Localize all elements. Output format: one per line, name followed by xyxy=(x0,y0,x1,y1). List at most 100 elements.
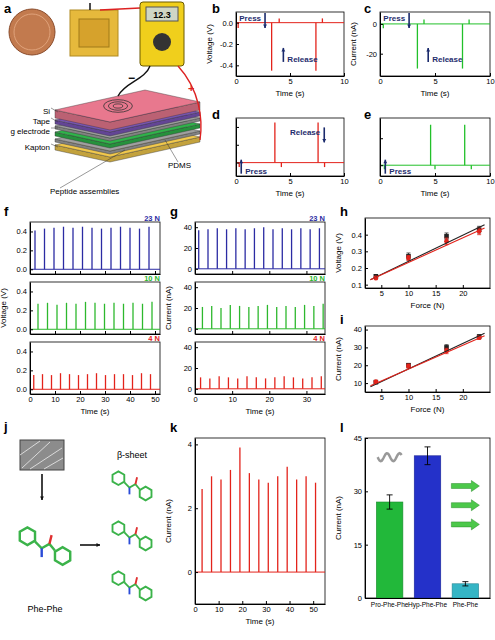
x-axis-title: Time (s) xyxy=(245,617,274,626)
tick-mark xyxy=(365,598,368,599)
spike xyxy=(51,375,52,389)
arrow-head xyxy=(263,24,267,28)
annotation: 23 N xyxy=(144,214,160,223)
tick-label: 0.3 xyxy=(352,247,362,256)
tick: 20 xyxy=(266,391,274,404)
spike xyxy=(123,374,124,389)
spike xyxy=(202,307,203,329)
tick: 10 xyxy=(215,601,223,614)
panel-a: a12.3−+SiTapeg electrodeKaptonPDMSPeptid… xyxy=(4,1,201,196)
tick-mark xyxy=(365,347,368,348)
tick-label: -20 xyxy=(366,50,377,59)
tick-label: 10 xyxy=(405,289,413,298)
tick-mark xyxy=(490,73,491,76)
ring xyxy=(140,587,152,601)
tick-mark xyxy=(365,330,368,331)
spike xyxy=(285,306,286,329)
tick: -0.2 xyxy=(220,40,239,49)
tick-mark xyxy=(155,391,156,394)
spike xyxy=(132,375,133,389)
axis-line xyxy=(30,223,31,275)
plot-frame xyxy=(195,282,325,334)
spiral xyxy=(104,100,133,113)
chart: Pro-Phe-PheHyp-Phe-PhePhe-Phe0153045Curr… xyxy=(334,420,491,609)
tick: 20 xyxy=(354,361,368,370)
tick-mark xyxy=(365,268,368,269)
tick: 10 xyxy=(486,173,494,186)
spike xyxy=(239,306,240,329)
spike xyxy=(321,376,322,388)
arrow-head xyxy=(281,48,285,52)
tick-mark xyxy=(380,54,383,55)
tick-mark xyxy=(242,601,243,604)
tick: 30 xyxy=(262,601,270,614)
spike xyxy=(142,304,143,330)
tick-label: 0.4 xyxy=(17,347,27,356)
polarity: − xyxy=(128,71,135,85)
tick-label: 10 xyxy=(215,605,223,614)
marks xyxy=(236,122,344,167)
tick xyxy=(269,271,270,274)
tick-mark xyxy=(30,310,33,311)
tick-label: 15 xyxy=(354,541,362,550)
tick xyxy=(105,271,106,274)
layer-label: Si xyxy=(43,107,50,116)
tick-label: 20 xyxy=(459,393,467,402)
marks xyxy=(380,19,490,68)
tick-mark xyxy=(130,331,131,334)
spike xyxy=(239,448,240,572)
spike xyxy=(60,373,61,389)
ring xyxy=(20,527,35,545)
spike xyxy=(319,228,320,269)
axis-line xyxy=(31,394,161,395)
spike xyxy=(85,302,86,329)
tick: 20 xyxy=(76,391,84,404)
tick-label: Pro-Phe-Phe xyxy=(371,601,409,608)
tick-mark xyxy=(463,389,464,392)
tick: Phe-Phe xyxy=(453,598,479,608)
point xyxy=(406,256,411,261)
spike xyxy=(296,480,297,573)
panel-letter: l xyxy=(340,420,344,435)
tick-mark xyxy=(80,391,81,394)
spike xyxy=(249,473,250,572)
arrow-head xyxy=(407,24,411,28)
tick-label: Phe-Phe xyxy=(453,601,479,608)
spike xyxy=(309,229,310,269)
spike xyxy=(293,377,294,388)
spike xyxy=(151,302,152,329)
bar xyxy=(376,502,403,598)
tick-label: 0.1 xyxy=(352,281,362,290)
tick-mark xyxy=(195,248,198,249)
spike xyxy=(315,483,316,572)
spike xyxy=(207,229,208,269)
chain xyxy=(35,542,55,551)
tick-label: 40 xyxy=(184,223,192,232)
spike xyxy=(42,374,43,389)
tick-mark xyxy=(365,383,368,384)
axis-line xyxy=(366,288,491,289)
carbonyl xyxy=(135,477,137,484)
marks xyxy=(30,373,160,389)
tick: 10 xyxy=(51,391,59,404)
panel-letter: f xyxy=(4,204,9,219)
x-axis-title: Time (s) xyxy=(420,189,449,198)
tick: Pro-Phe-Phe xyxy=(371,598,409,608)
spike xyxy=(211,476,212,572)
spike xyxy=(94,303,95,329)
leader xyxy=(51,118,58,122)
spike xyxy=(268,483,269,572)
axis-line xyxy=(380,13,381,77)
marks xyxy=(376,447,478,598)
spike xyxy=(91,228,92,270)
panel-letter: h xyxy=(340,204,348,219)
tick-mark xyxy=(130,391,131,394)
tick-mark xyxy=(408,285,409,288)
leader xyxy=(51,128,58,129)
x-axis xyxy=(196,271,326,275)
tick: 10 xyxy=(405,389,413,402)
tick-mark xyxy=(195,227,198,228)
tick-label: 10 xyxy=(340,177,348,186)
marks xyxy=(195,227,325,269)
tick-label: 0.0 xyxy=(17,325,27,334)
